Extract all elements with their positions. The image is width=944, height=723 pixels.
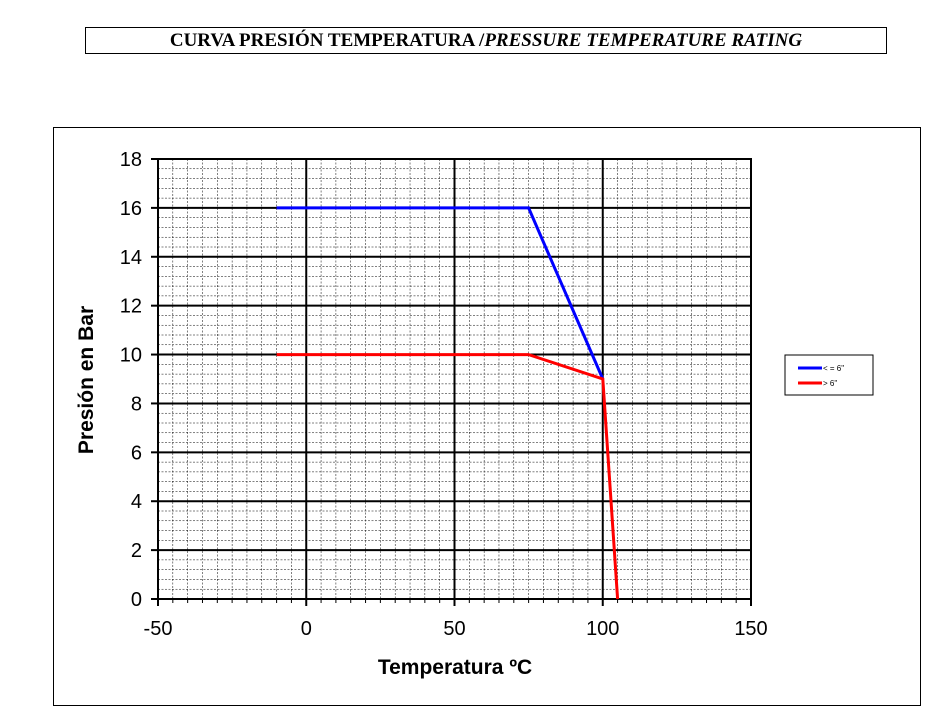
y-tick-label: 10 bbox=[120, 345, 142, 367]
chart-title: CURVA PRESIÓN TEMPERATURA / PRESSURE TEM… bbox=[85, 27, 887, 54]
x-tick-label: 0 bbox=[301, 618, 312, 640]
x-tick-label: -50 bbox=[144, 618, 173, 640]
y-tick-label: 18 bbox=[120, 149, 142, 171]
legend-box bbox=[784, 354, 874, 396]
y-tick-label: 16 bbox=[120, 198, 142, 220]
chart-frame bbox=[53, 127, 921, 706]
series-lines bbox=[276, 206, 620, 600]
x-tick-label: 100 bbox=[586, 618, 619, 640]
y-tick-label: 12 bbox=[120, 296, 142, 318]
y-tick-label: 14 bbox=[120, 247, 142, 269]
legend-label-2: > 6" bbox=[823, 379, 837, 388]
y-tick-label: 0 bbox=[131, 589, 142, 611]
y-tick-label: 6 bbox=[131, 442, 142, 464]
major-grid bbox=[157, 158, 752, 600]
axis-ticks bbox=[151, 158, 752, 606]
y-axis-label: Presión en Bar bbox=[75, 306, 98, 454]
y-tick-label: 8 bbox=[131, 393, 142, 415]
series-line-2 bbox=[276, 353, 620, 600]
title-spanish: CURVA PRESIÓN TEMPERATURA / bbox=[169, 29, 485, 51]
title-english: PRESSURE TEMPERATURE RATING bbox=[484, 29, 803, 51]
y-tick-label: 2 bbox=[131, 540, 142, 562]
legend: < = 6" > 6" bbox=[784, 354, 874, 396]
series-line-1 bbox=[276, 206, 605, 380]
y-tick-label: 4 bbox=[131, 491, 142, 513]
x-tick-label: 50 bbox=[443, 618, 465, 640]
x-tick-label: 150 bbox=[734, 618, 767, 640]
x-axis-label: Temperatura ºC bbox=[378, 656, 532, 679]
legend-label-1: < = 6" bbox=[823, 364, 844, 373]
